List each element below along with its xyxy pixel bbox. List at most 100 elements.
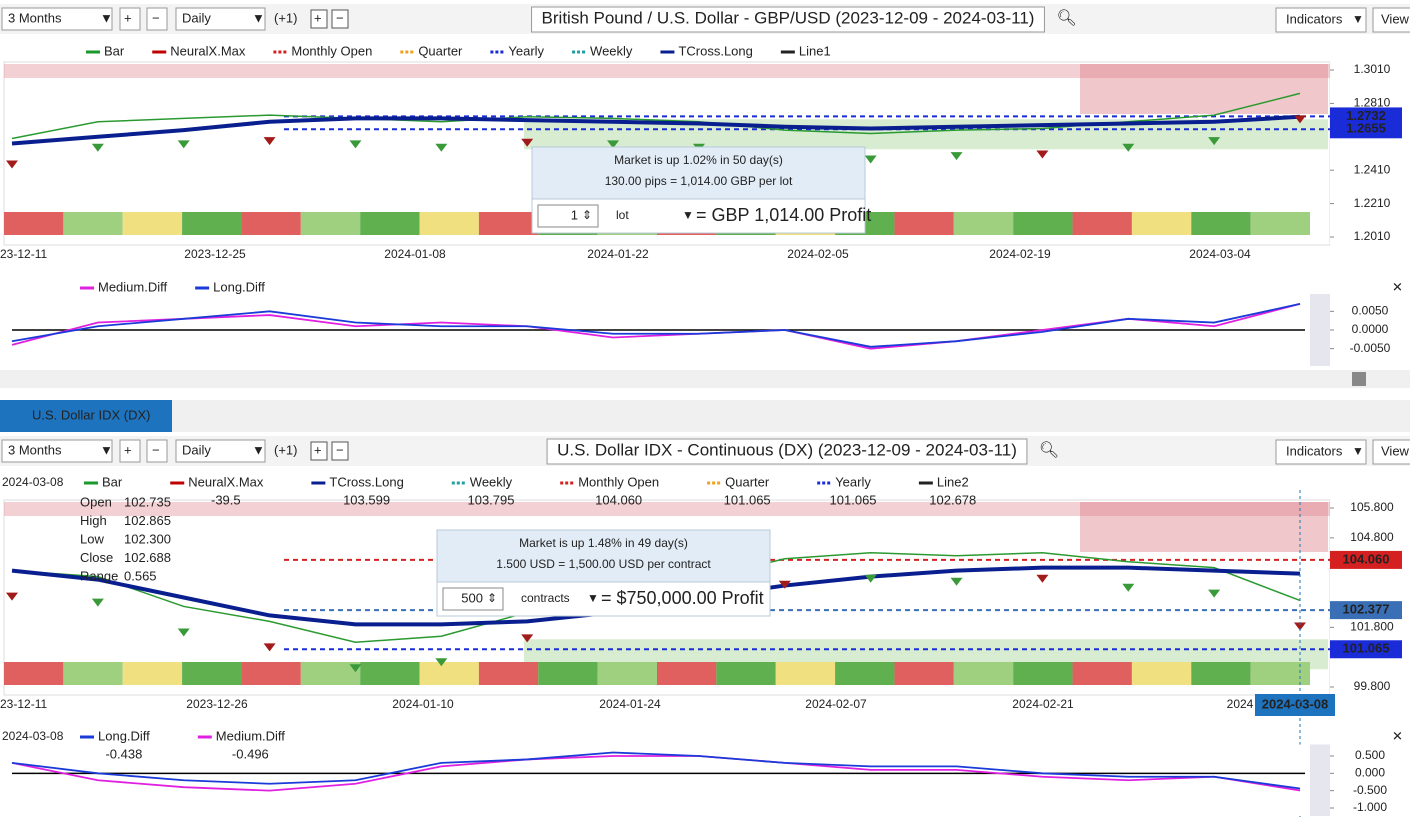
- legend-label: Line2: [937, 474, 969, 489]
- signal-band: [1191, 662, 1251, 685]
- interval-select[interactable]: [175, 7, 266, 31]
- offset-plus[interactable]: [310, 441, 328, 461]
- signal-arrow: [349, 140, 362, 149]
- indicators-button-text[interactable]: Indicators: [1286, 443, 1343, 458]
- profit-text: = GBP 1,014.00 Profit: [696, 205, 871, 225]
- zoom-out[interactable]: [146, 7, 168, 31]
- axis-area: [1330, 500, 1410, 695]
- ohlc-label: Open: [80, 494, 112, 509]
- signal-arrow: [950, 152, 963, 161]
- signal-arrow: [864, 155, 877, 164]
- legend-value: -0.496: [232, 746, 269, 761]
- price-badge: [1330, 640, 1402, 659]
- resistance-band: [4, 502, 1330, 516]
- signal-band: [657, 662, 717, 685]
- offset-plus[interactable]: [310, 9, 328, 29]
- tab-label[interactable]: U.S. Dollar IDX (DX): [32, 407, 150, 422]
- price-badge-label: 1.2732: [1346, 108, 1386, 123]
- tooltip-text: 1.500 USD = 1,500.00 USD per contract: [496, 557, 711, 571]
- legend-label: Line1: [799, 43, 831, 58]
- range-select-text[interactable]: 3 Months: [8, 10, 62, 25]
- dropdown-arrow: ▼: [100, 10, 113, 25]
- range-select[interactable]: [1, 439, 113, 463]
- offset-minus[interactable]: [331, 441, 349, 461]
- range-select[interactable]: [1, 7, 113, 31]
- dropdown-arrow: ▼: [252, 10, 265, 25]
- title-box: [546, 438, 1028, 465]
- legend-value: 104.060: [595, 492, 642, 507]
- close-panel: ✕: [1392, 728, 1403, 743]
- date-label: 2024-01-24: [599, 697, 661, 711]
- signal-band: [182, 662, 242, 685]
- signal-band: [300, 212, 361, 235]
- quantity-input-text[interactable]: 1: [571, 207, 578, 222]
- indicators-button[interactable]: [1275, 439, 1367, 465]
- view-button[interactable]: [1372, 439, 1410, 465]
- ohlc-value: 102.300: [124, 531, 171, 546]
- interval-select-text[interactable]: Daily: [182, 442, 211, 457]
- chart-title: British Pound / U.S. Dollar - GBP/USD (2…: [542, 8, 1035, 27]
- tcross-long-line: [11, 114, 1301, 146]
- unit-select[interactable]: contracts: [521, 591, 570, 605]
- date-label: 2024-02-05: [787, 247, 849, 261]
- price-tick-label: 1.3010: [1354, 62, 1391, 76]
- price-tick-label: 99.800: [1354, 679, 1391, 693]
- price-tick-label: 1.2010: [1354, 229, 1391, 243]
- signal-band: [419, 662, 479, 685]
- zoom-in[interactable]: [119, 7, 141, 31]
- profit-text: = $750,000.00 Profit: [601, 588, 764, 608]
- long-diff-line: [11, 302, 1301, 348]
- signal-band: [63, 662, 123, 685]
- quantity-input-text[interactable]: 500: [461, 590, 483, 605]
- legend-value: -0.438: [105, 746, 142, 761]
- plus-icon: +: [314, 442, 322, 457]
- legend-label: Long.Diff: [98, 728, 150, 743]
- legend-label: Yearly: [835, 474, 871, 489]
- zoom-out-icon: −: [152, 442, 160, 457]
- close-panel: ✕: [1392, 279, 1403, 294]
- minus-icon: −: [336, 10, 344, 25]
- zoom-in[interactable]: [119, 439, 141, 463]
- spinner: ⇕: [582, 208, 592, 222]
- indicators-button-text[interactable]: Indicators: [1286, 11, 1343, 26]
- date-label: 2024-01-08: [384, 247, 446, 261]
- signal-band: [122, 212, 183, 235]
- zoom-in-icon: +: [124, 10, 132, 25]
- date-badge-label: 2024-03-08: [1262, 696, 1329, 711]
- scroll-thumb[interactable]: [1352, 372, 1366, 386]
- legend-label: NeuralX.Max: [188, 474, 264, 489]
- date-label: 2024-03-04: [1189, 247, 1251, 261]
- view-button-text[interactable]: View: [1381, 443, 1410, 458]
- range-select-text[interactable]: 3 Months: [8, 442, 62, 457]
- signal-band: [419, 212, 479, 235]
- signal-band: [478, 212, 539, 235]
- legend-label: Monthly Open: [578, 474, 659, 489]
- active-tab[interactable]: [0, 400, 172, 432]
- legend-label: Monthly Open: [291, 43, 372, 58]
- ohlc-value: 0.565: [124, 568, 157, 583]
- signal-arrow: [263, 643, 276, 652]
- ohlc-label: High: [80, 513, 107, 528]
- signal-band: [953, 212, 1014, 235]
- ohlc-label: Range: [80, 568, 118, 583]
- signal-arrow: [435, 658, 448, 667]
- legend-label: Long.Diff: [213, 279, 265, 294]
- interval-select[interactable]: [175, 439, 266, 463]
- zoom-out[interactable]: [146, 439, 168, 463]
- signal-band: [1013, 212, 1073, 235]
- offset-minus[interactable]: [331, 9, 349, 29]
- signal-band: [182, 212, 242, 235]
- quantity-input[interactable]: [442, 587, 504, 611]
- indicators-button[interactable]: [1275, 7, 1367, 33]
- ohlc-value: 102.865: [124, 513, 171, 528]
- interval-select-text[interactable]: Daily: [182, 10, 211, 25]
- quantity-input[interactable]: [537, 204, 599, 228]
- signal-band: [597, 662, 657, 685]
- view-button[interactable]: [1372, 7, 1410, 33]
- unit-select[interactable]: lot: [616, 208, 629, 222]
- signal-arrow: [778, 580, 791, 589]
- view-button-text[interactable]: View: [1381, 11, 1410, 26]
- ohlc-value: 102.688: [124, 550, 171, 565]
- signal-band: [478, 662, 539, 685]
- scrollbar: [0, 370, 1410, 388]
